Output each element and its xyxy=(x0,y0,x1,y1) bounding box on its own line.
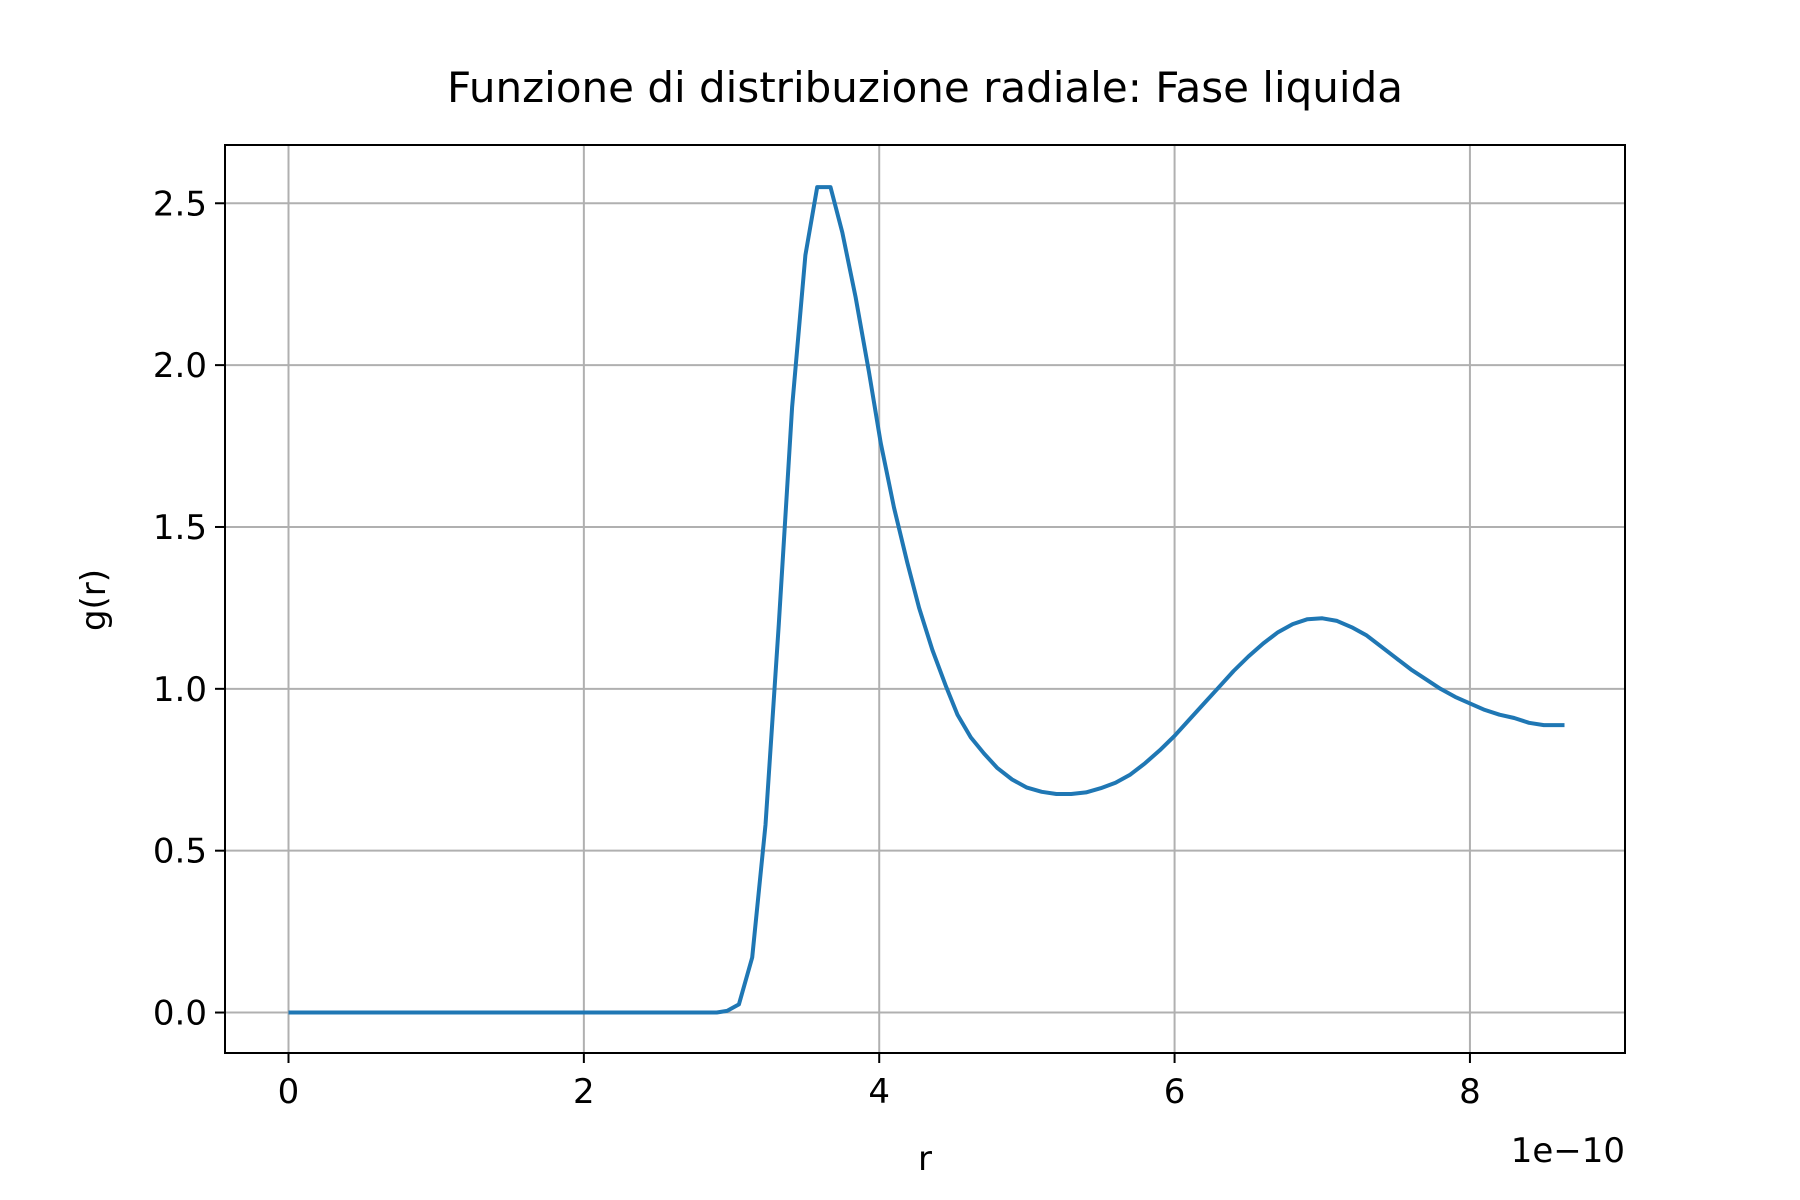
y-tick-label: 2.0 xyxy=(153,346,207,386)
x-axis-offset-label: 1e−10 xyxy=(1511,1131,1625,1171)
plot-area xyxy=(288,185,1565,1015)
y-tick-label: 2.5 xyxy=(153,184,207,224)
x-tick-label: 2 xyxy=(573,1072,595,1112)
series-line xyxy=(288,185,1565,1015)
x-tick-label: 0 xyxy=(278,1072,300,1112)
y-tick-label: 1.0 xyxy=(153,670,207,710)
x-tick-label: 6 xyxy=(1164,1072,1186,1112)
y-axis-label: g(r) xyxy=(74,569,114,631)
x-axis-label: r xyxy=(918,1139,932,1179)
chart-title: Funzione di distribuzione radiale: Fase … xyxy=(447,63,1403,112)
plot-frame xyxy=(224,144,1626,1054)
y-tick-label: 0.0 xyxy=(153,994,207,1034)
y-tick-label: 1.5 xyxy=(153,508,207,548)
grid-lines xyxy=(225,145,1625,1053)
x-tick-label: 4 xyxy=(868,1072,890,1112)
axis-ticks: 0 2 4 6 8 0.0 0.5 1.0 1.5 2.0 2.5 xyxy=(153,184,1481,1112)
x-tick-label: 8 xyxy=(1459,1072,1481,1112)
y-tick-label: 0.5 xyxy=(153,832,207,872)
